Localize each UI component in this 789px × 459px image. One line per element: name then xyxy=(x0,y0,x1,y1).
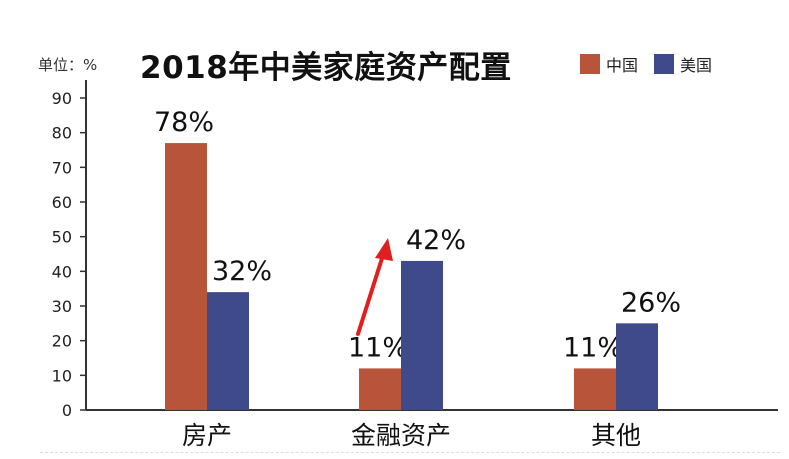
bar xyxy=(359,368,401,410)
bar xyxy=(616,323,658,410)
y-tick-label: 0 xyxy=(62,401,72,420)
bar xyxy=(574,368,616,410)
y-tick-label: 80 xyxy=(52,124,72,143)
y-tick-label: 90 xyxy=(52,89,72,108)
y-tick-label: 30 xyxy=(52,297,72,316)
data-label: 11% xyxy=(348,332,408,363)
y-tick-label: 50 xyxy=(52,228,72,247)
y-tick-label: 20 xyxy=(52,332,72,351)
legend-swatch-usa xyxy=(654,54,675,74)
data-label: 26% xyxy=(621,287,681,318)
x-tick-label: 房产 xyxy=(182,421,232,450)
legend: 中国 美国 xyxy=(580,52,722,76)
legend-label-china: 中国 xyxy=(606,56,639,75)
data-label: 42% xyxy=(406,225,466,256)
legend-label-usa: 美国 xyxy=(680,56,713,75)
bar xyxy=(401,260,443,410)
footer-divider xyxy=(40,452,780,454)
y-axis-unit-label: 单位：% xyxy=(38,56,98,74)
y-tick-label: 10 xyxy=(52,366,72,385)
x-tick-label: 其他 xyxy=(591,421,641,450)
data-label: 32% xyxy=(212,256,272,287)
annotation-arrow-head xyxy=(375,238,393,261)
y-tick-label: 40 xyxy=(52,262,72,281)
bar xyxy=(165,143,207,411)
chart-title: 2018年中美家庭资产配置 xyxy=(140,50,512,86)
y-tick-label: 60 xyxy=(52,193,72,212)
legend-item-china: 中国 xyxy=(580,52,638,76)
annotation-arrow-shaft xyxy=(356,250,386,336)
legend-swatch-china xyxy=(580,54,600,74)
bar xyxy=(207,292,249,410)
data-label: 78% xyxy=(154,107,214,138)
y-tick-label: 70 xyxy=(52,158,72,177)
legend-item-usa: 美国 xyxy=(654,52,712,76)
x-tick-label: 金融资产 xyxy=(351,421,451,450)
data-label: 11% xyxy=(563,332,623,363)
